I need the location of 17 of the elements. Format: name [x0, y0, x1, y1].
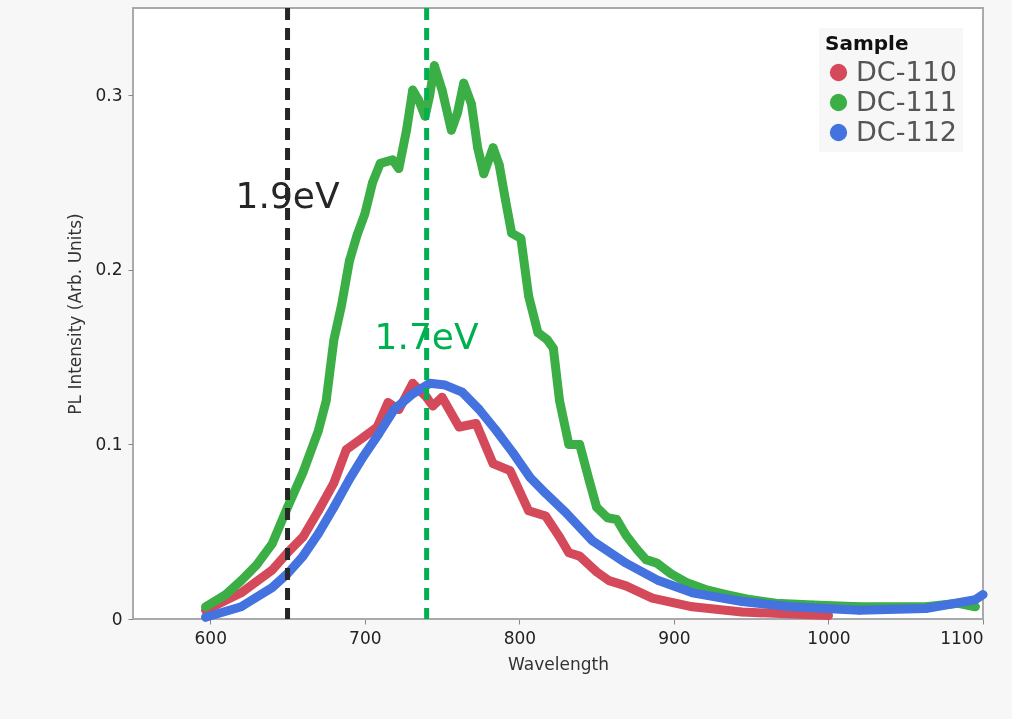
- x-tick-label: 700: [349, 627, 382, 648]
- legend-label: DC-112: [856, 115, 957, 147]
- y-tick-label: 0.2: [95, 259, 123, 280]
- x-tick-label: 600: [194, 627, 227, 648]
- x-tick-label: 1000: [807, 627, 851, 648]
- x-tick-label: 900: [658, 627, 691, 648]
- legend-label: DC-110: [856, 55, 957, 87]
- y-tick-label: 0: [111, 608, 123, 629]
- y-axis-title: PL Intensity (Arb. Units): [65, 213, 86, 415]
- legend-title: Sample: [825, 31, 909, 55]
- ref-line-label: 1.7eV: [374, 315, 480, 357]
- x-tick-label: 1100: [940, 627, 984, 648]
- y-tick-label: 0.3: [95, 84, 123, 105]
- y-tick-label: 0.1: [95, 433, 123, 454]
- legend-label: DC-111: [856, 85, 957, 117]
- x-tick-label: 800: [503, 627, 537, 648]
- x-axis-title: Wavelength: [508, 653, 609, 674]
